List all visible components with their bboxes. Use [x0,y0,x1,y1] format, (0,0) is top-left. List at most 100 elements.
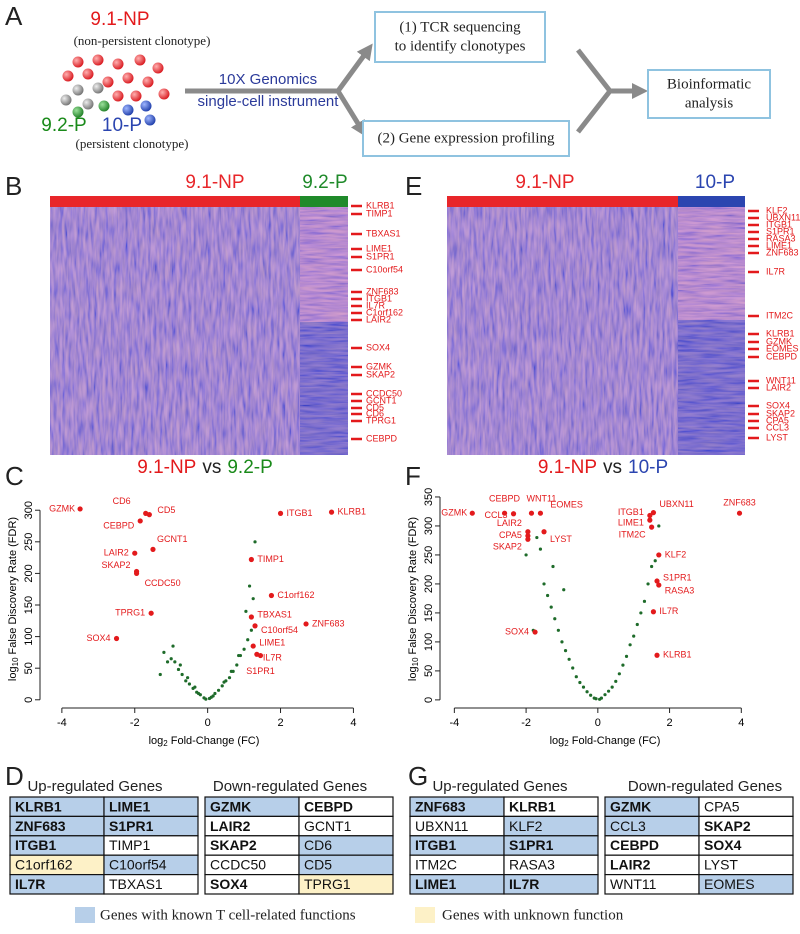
x-tick-label: 2 [277,717,283,729]
point [603,693,607,697]
point [635,622,639,627]
group-label: 9.1-NP [185,172,244,193]
title-part: vs [603,457,622,478]
cell-text: CEBPD [610,837,659,853]
point [204,697,208,701]
label-part: log [407,666,419,681]
label-part: log [7,666,19,681]
point-label: CEBPD [489,494,521,504]
point [585,690,589,694]
point-label: S1PR1 [246,666,275,676]
point [162,650,166,654]
group-bar [447,196,678,207]
point-label: EOMES [550,500,583,510]
gene-label: CCDC50 [366,388,402,398]
gene-label: GZMK [366,361,392,371]
point-label: CCL3 [485,510,508,520]
cell-text: LIME1 [109,798,150,814]
gene-label: TIMP1 [366,208,393,218]
point [560,640,564,644]
cell-text: C10orf54 [109,857,167,873]
highlight-point [146,512,152,518]
point [524,553,528,557]
x-tick-label: 4 [738,717,744,729]
cell-text: ZNF683 [415,798,466,814]
point-label: GZMK [49,503,75,513]
arrow [335,89,367,137]
cell-text: SKAP2 [210,837,257,853]
y-tick-label: 0 [23,697,35,703]
gene-label: CD5 [366,402,384,412]
cell-text: LYST [704,857,738,873]
point-label: ITM2C [619,529,647,539]
overview: 9.1-NP (non-persistent clonotype) 9.2-P … [41,9,771,157]
cell-text: S1PR1 [509,837,554,853]
point-label: ITGB1 [287,508,313,518]
x-tick-label: -2 [521,717,531,729]
highlight-point [656,582,662,588]
point-label: SKAP2 [102,560,131,570]
cell-text: WNT11 [610,876,657,892]
gene-label: ZNF683 [766,247,799,257]
title-part: 9.2-P [227,457,272,478]
point-label: CCDC50 [145,578,181,588]
point [235,663,239,667]
point-label: SOX4 [87,633,111,643]
gene-label: CD6 [366,408,384,418]
point [178,663,182,667]
legend-text: Genes with known T cell-related function… [100,907,356,923]
highlight-point [248,556,254,563]
point [213,691,217,696]
gene-label: SOX4 [766,400,790,410]
point [237,653,241,658]
point [639,611,643,615]
cell-text: GZMK [210,798,251,814]
cell-text: GCNT1 [304,818,352,834]
highlight-point [250,643,256,649]
point [242,647,246,651]
panel-label: D [5,761,24,791]
cell-text: C1orf162 [15,857,73,873]
point-label: LAIR2 [497,518,522,528]
analysis-box [647,69,771,119]
gene-label: SKAP2 [366,369,395,379]
gene-label: SKAP2 [766,408,795,418]
y-axis-label: log10 False Discovery Rate (FDR) [407,517,420,681]
y-tick-label: 200 [423,575,435,593]
point-label: ZNF683 [723,498,756,508]
point [574,675,578,679]
gene-label: SOX4 [366,342,390,352]
step-box [374,11,546,63]
point-label: GZMK [441,508,467,518]
analysis-text: analysis [685,95,733,111]
cell-text: SOX4 [210,876,248,892]
highlight-point [132,550,138,556]
highlight-point [650,609,657,615]
highlight-point [656,552,662,558]
gene-label: EOMES [766,343,799,353]
label-part: False Discovery Rate (FDR) [407,517,419,655]
cell-text: CEBPD [304,798,353,814]
cell-text: ITGB1 [415,837,456,853]
point-label: IL7R [659,606,679,616]
gene-label: ITGB1 [766,219,792,229]
highlight-point [654,578,660,584]
point-label: WNT11 [527,494,557,504]
highlight-point [150,546,156,552]
cell-text: ITM2C [415,857,457,873]
point [207,696,212,701]
table-cell [103,873,199,895]
cell-text: TIMP1 [109,837,150,853]
label-part: False Discovery Rate (FDR) [7,517,19,655]
table-header: Up-regulated Genes [432,778,567,795]
point [542,582,546,586]
highlight-point [537,510,544,516]
x-axis-label: log2 Fold-Change (FC) [550,735,661,748]
point-label: GCNT1 [157,534,188,544]
highlight-point [647,512,653,519]
panel-label: A [5,1,23,31]
label-part: 2 [564,739,569,748]
point [549,605,553,609]
highlight-point [303,621,309,627]
gene-label: ITGB1 [366,293,392,303]
